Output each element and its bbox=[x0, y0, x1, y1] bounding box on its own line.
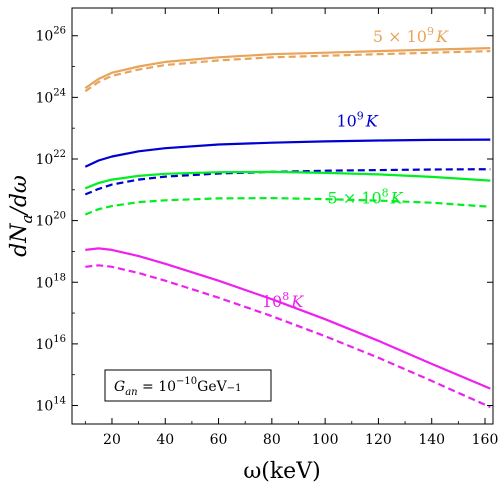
series-lines bbox=[84, 47, 491, 409]
legend-box-text: Gan = 10−10GeV−1 bbox=[114, 376, 242, 398]
y-tick-label: 1014 bbox=[35, 396, 66, 415]
series-4-dashed-line bbox=[85, 264, 491, 409]
x-tick-label: 80 bbox=[263, 432, 281, 448]
x-axis-title: ω(keV) bbox=[243, 459, 320, 484]
y-tick-label: 1024 bbox=[35, 87, 66, 106]
x-tick-label: 40 bbox=[156, 432, 174, 448]
y-tick-label: 1022 bbox=[35, 149, 66, 168]
series-1-dashed-line bbox=[84, 50, 491, 93]
x-tick-label: 20 bbox=[103, 432, 121, 448]
series-1-label: 5 × 109 K bbox=[373, 25, 449, 46]
y-tick-label: 1026 bbox=[35, 26, 66, 45]
plot-frame bbox=[71, 7, 494, 425]
series-3-solid-line bbox=[84, 170, 491, 190]
legend-box-frame bbox=[104, 369, 272, 402]
x-tick-label: 120 bbox=[365, 432, 392, 448]
x-tick-label: 60 bbox=[210, 432, 228, 448]
x-tick-label: 100 bbox=[312, 432, 339, 448]
series-2-dashed-line bbox=[84, 168, 491, 196]
series-2-solid-line bbox=[84, 138, 491, 168]
y-tick-label: 1018 bbox=[35, 272, 66, 291]
x-tick-label: 140 bbox=[418, 432, 445, 448]
legend-box: Gan = 10−10GeV−1 bbox=[104, 369, 272, 402]
series-4-solid-line bbox=[85, 247, 491, 390]
series-2-label: 109 K bbox=[336, 110, 378, 131]
series-1-solid-line bbox=[84, 47, 491, 90]
series-3-dashed-line bbox=[84, 197, 491, 216]
axis-ticks: 20 40 60 80 100 120 140 160 1014 1016 1018 1020 1022… bbox=[35, 8, 498, 448]
y-tick-label: 1020 bbox=[35, 211, 66, 230]
series-labels: 5 × 109 K 109 K 5 × 108 K 108 K bbox=[262, 25, 449, 311]
x-axis-title-text: ω(keV) bbox=[243, 459, 320, 484]
series-4-label: 108 K bbox=[262, 290, 304, 311]
y-tick-label: 1016 bbox=[35, 334, 66, 353]
y-axis-title: dNa/dω bbox=[7, 175, 36, 257]
x-tick-label: 160 bbox=[472, 432, 498, 448]
series-3-label: 5 × 108 K bbox=[328, 187, 404, 208]
